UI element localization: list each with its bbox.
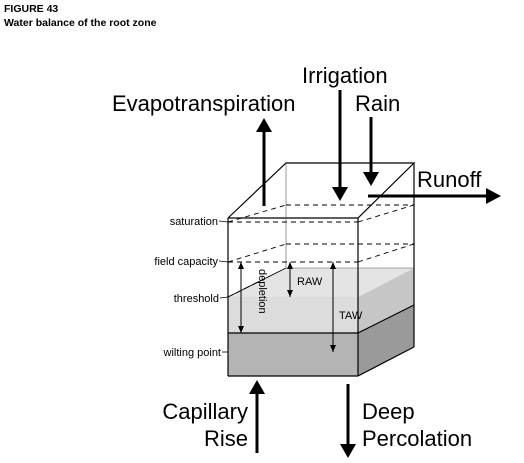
cube-hidden-edges — [285, 163, 414, 269]
field-capacity-leader — [218, 260, 229, 263]
evapotranspiration-label: Evapotranspiration — [112, 91, 295, 116]
figure-label: FIGURE 43 — [4, 3, 59, 15]
deep-percolation-arrowhead — [340, 444, 356, 458]
taw-label: TAW — [339, 310, 363, 322]
deep-percolation-label-line1: Deep — [362, 399, 415, 424]
irrigation-label: Irrigation — [302, 63, 388, 88]
rain-label: Rain — [355, 91, 400, 116]
runoff-arrowhead — [486, 188, 501, 204]
figure-title: Water balance of the root zone — [4, 17, 157, 29]
rain-arrowhead — [363, 172, 379, 186]
taw-arrowhead-bottom — [330, 345, 336, 352]
saturation-leader — [218, 220, 229, 223]
raw-layer-side — [358, 268, 414, 333]
capillary-rise-label-line2: Rise — [204, 426, 248, 451]
deep-percolation-label-line2: Percolation — [362, 426, 472, 451]
saturation-level-line — [227, 204, 415, 223]
raw-label: RAW — [297, 276, 323, 288]
evapotranspiration-arrowhead — [256, 118, 272, 132]
threshold-level-line — [227, 275, 271, 298]
raw-layer-top — [228, 268, 414, 297]
depletion-arrowhead-top — [238, 262, 244, 269]
wilting-point-label: wilting point — [163, 347, 221, 359]
capillary-rise-arrowhead — [249, 380, 265, 394]
field-capacity-label: field capacity — [154, 256, 218, 268]
threshold-label: threshold — [174, 293, 219, 305]
irrigation-arrowhead — [332, 187, 348, 201]
field-capacity-level-line — [227, 243, 415, 263]
depletion-arrowhead-bottom — [238, 326, 244, 333]
runoff-label: Runoff — [417, 167, 482, 192]
raw-arrowhead-top — [287, 262, 293, 269]
raw-layer-front — [228, 297, 358, 333]
threshold-leader — [219, 296, 229, 299]
saturation-label: saturation — [170, 216, 218, 228]
wilting-layer-side — [358, 305, 414, 376]
depletion-label: depletion — [256, 269, 268, 314]
capillary-rise-label-line1: Capillary — [162, 399, 248, 424]
raw-arrowhead-bottom — [287, 290, 293, 297]
wilting-layer-front — [228, 333, 358, 376]
taw-arrowhead-top — [330, 262, 336, 269]
